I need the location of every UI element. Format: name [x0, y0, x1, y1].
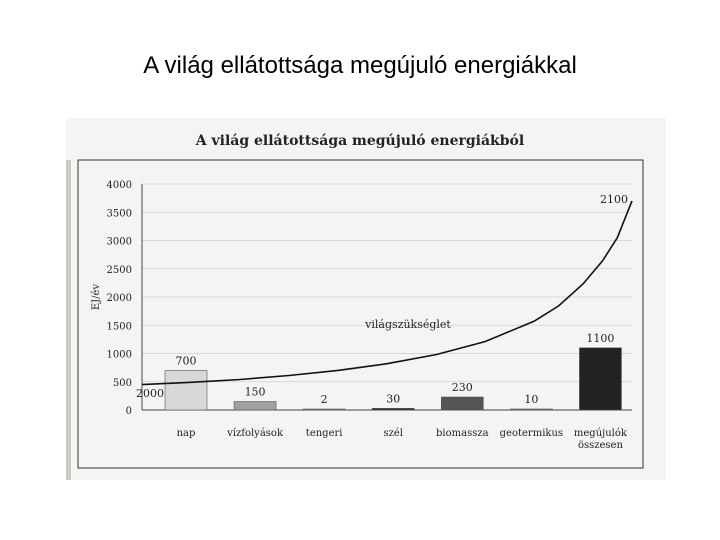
y-tick-label: 500 — [113, 378, 132, 389]
category-label: biomassza — [436, 428, 489, 439]
category-label: geotermikus — [500, 428, 563, 439]
y-tick-label: 4000 — [107, 180, 132, 191]
curve-label: világszükséglet — [364, 318, 451, 331]
category-label: tengeri — [306, 428, 343, 439]
category-labels: nap vízfolyások tengeri szél biomassza geoter… — [177, 428, 628, 451]
bar-6 — [579, 347, 622, 411]
curve-end-label: 2100 — [600, 193, 628, 206]
bar-2 — [302, 408, 346, 411]
chart-title: A világ ellátottsága megújuló energiákbó… — [195, 133, 524, 149]
bars — [164, 347, 622, 411]
bar-5 — [510, 408, 553, 411]
value-label: 700 — [176, 354, 197, 367]
bar-4 — [440, 396, 484, 411]
value-label: 30 — [386, 392, 400, 405]
gridlines — [141, 183, 632, 411]
curve-start-label: 2000 — [136, 387, 164, 400]
category-label: nap — [177, 428, 196, 439]
value-label: 150 — [245, 386, 266, 399]
category-label: vízfolyások — [226, 428, 284, 439]
category-label: szél — [383, 428, 403, 439]
value-label: 2 — [321, 393, 328, 406]
y-tick-label: 1500 — [107, 321, 132, 332]
y-tick-label: 3500 — [107, 208, 132, 219]
y-tick-label: 2000 — [107, 293, 132, 304]
y-tick-label: 0 — [126, 406, 132, 417]
category-label: összesen — [578, 440, 624, 451]
value-label: 1100 — [586, 332, 614, 345]
y-tick-label: 2500 — [107, 265, 132, 276]
scan-edge-shadow — [66, 160, 71, 480]
category-label: megújulók — [574, 428, 628, 439]
demand-curve — [141, 200, 633, 386]
chart-frame — [77, 159, 644, 469]
demand-curve-group: világszükséglet 2000 2100 — [136, 193, 633, 400]
bar-3 — [371, 408, 415, 411]
slide-title: A világ ellátottsága megújuló energiákka… — [143, 52, 577, 79]
bar-1 — [233, 401, 277, 411]
value-label: 10 — [524, 393, 538, 406]
y-axis-label: EJ/év — [91, 284, 102, 311]
y-tick-labels: 0 500 1000 1500 2000 2500 3000 3500 4000 — [107, 180, 132, 417]
bar-0 — [164, 370, 208, 411]
value-label: 230 — [452, 381, 473, 394]
y-tick-label: 3000 — [107, 237, 132, 248]
y-tick-label: 1000 — [107, 350, 132, 361]
